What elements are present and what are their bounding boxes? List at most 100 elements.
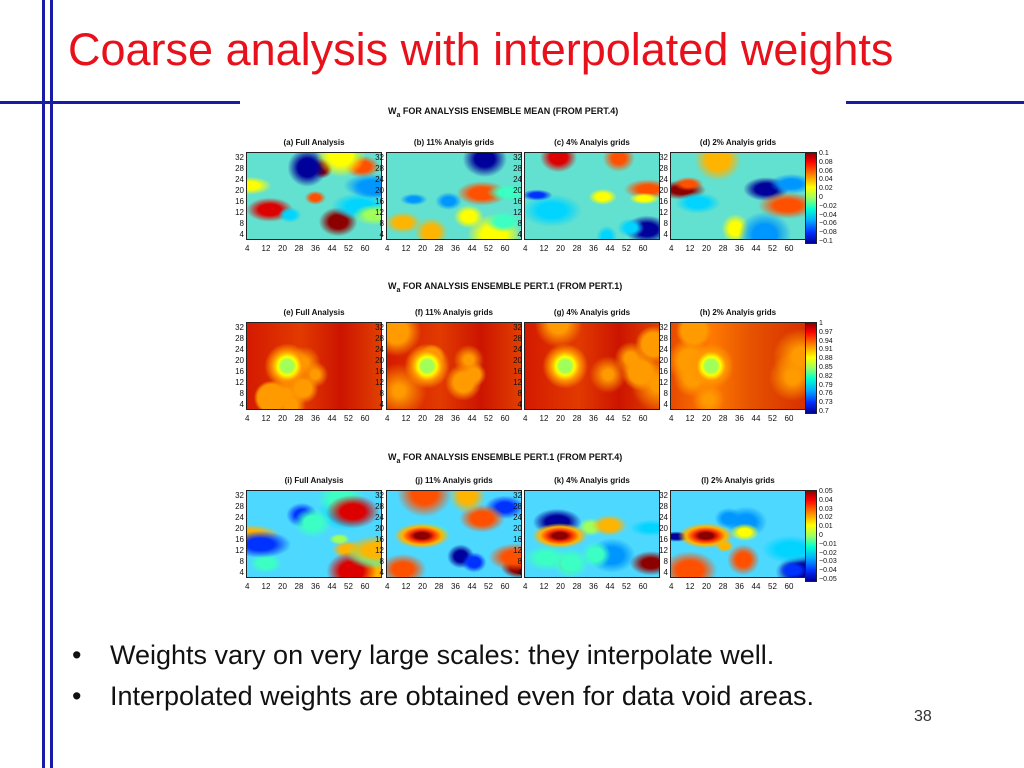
y-tick-label: 32 xyxy=(235,323,244,332)
y-tick-label: 28 xyxy=(375,502,384,511)
y-tick-label: 4 xyxy=(517,568,522,577)
left-vertical-rule-1 xyxy=(42,0,45,768)
contour-map xyxy=(386,152,522,240)
x-tick-label: 20 xyxy=(278,244,287,253)
contour-map xyxy=(246,152,382,240)
colorbar xyxy=(805,490,817,582)
y-tick-label: 16 xyxy=(659,197,668,206)
x-tick-label: 20 xyxy=(556,244,565,253)
x-tick-label: 36 xyxy=(735,414,744,423)
x-tick-label: 28 xyxy=(572,244,582,253)
x-tick-label: 44 xyxy=(605,244,615,253)
map-panel: (j) 11% Analyis grids 32 28 24 20 16 12 8 4 4 12 20… xyxy=(375,476,522,591)
y-tick-label: 16 xyxy=(659,367,668,376)
x-tick-label: 60 xyxy=(638,414,648,423)
colorbar-label: 0.06 xyxy=(819,167,833,175)
x-tick-label: 36 xyxy=(735,244,744,253)
y-tick-label: 24 xyxy=(513,513,522,522)
y-tick-label: 24 xyxy=(235,175,244,184)
x-tick-label: 60 xyxy=(500,414,510,423)
y-tick-label: 4 xyxy=(239,400,244,409)
map-panel: (l) 2% Analyis grids 32 28 24 20 16 12 8 4 4 12 20 2… xyxy=(659,476,806,591)
y-tick-label: 24 xyxy=(659,175,668,184)
x-tick-label: 4 xyxy=(385,414,390,423)
x-tick-label: 52 xyxy=(768,582,777,591)
y-tick-label: 16 xyxy=(235,367,244,376)
x-tick-label: 52 xyxy=(622,244,631,253)
x-tick-label: 4 xyxy=(669,582,674,591)
x-tick-label: 20 xyxy=(418,582,427,591)
contour-map xyxy=(524,322,660,410)
colorbar xyxy=(805,152,817,244)
x-tick-label: 60 xyxy=(360,582,370,591)
y-tick-label: 32 xyxy=(659,153,668,162)
y-tick-label: 12 xyxy=(375,378,384,387)
x-tick-label: 20 xyxy=(278,582,287,591)
x-tick-label: 28 xyxy=(434,244,444,253)
x-tick-label: 60 xyxy=(638,244,648,253)
x-tick-label: 4 xyxy=(669,414,674,423)
x-tick-label: 52 xyxy=(484,582,493,591)
x-tick-label: 28 xyxy=(434,414,444,423)
panel-title: (h) 2% Analyis grids xyxy=(699,308,777,317)
y-tick-label: 8 xyxy=(239,557,244,566)
weights-figure: Wa FOR ANALYSIS ENSEMBLE MEAN (FROM PERT… xyxy=(235,100,850,600)
y-tick-label: 12 xyxy=(375,546,384,555)
y-tick-label: 12 xyxy=(513,546,522,555)
row-title-text: FOR ANALYSIS ENSEMBLE PERT.1 (FROM PERT.… xyxy=(400,281,623,291)
y-tick-label: 28 xyxy=(659,164,668,173)
x-tick-label: 12 xyxy=(261,244,271,253)
x-tick-label: 4 xyxy=(385,244,390,253)
y-tick-label: 4 xyxy=(379,400,384,409)
y-tick-label: 8 xyxy=(239,389,244,398)
colorbar-label: 0.85 xyxy=(819,364,833,371)
colorbar-label: −0.02 xyxy=(819,202,837,210)
y-tick-label: 8 xyxy=(663,219,668,228)
x-tick-label: 12 xyxy=(685,414,695,423)
y-tick-label: 12 xyxy=(513,378,522,387)
y-tick-label: 4 xyxy=(517,230,522,239)
y-tick-label: 16 xyxy=(659,535,668,544)
y-tick-label: 4 xyxy=(379,568,384,577)
map-panel: (k) 4% Analyis grids 32 28 24 20 16 12 8 4 4 12 20 2… xyxy=(513,476,660,591)
y-tick-label: 20 xyxy=(659,356,668,365)
colorbar-label: −0.06 xyxy=(819,220,837,228)
row-title-subscript: a xyxy=(396,286,401,294)
x-tick-label: 28 xyxy=(572,414,582,423)
x-tick-label: 12 xyxy=(401,414,411,423)
x-tick-label: 36 xyxy=(589,414,598,423)
y-tick-label: 12 xyxy=(235,546,244,555)
y-tick-label: 32 xyxy=(375,153,384,162)
x-tick-label: 36 xyxy=(311,414,320,423)
x-tick-label: 20 xyxy=(556,414,565,423)
colorbar-label: 0.05 xyxy=(819,488,833,495)
map-panel: (i) Full Analysis 32 28 24 20 16 12 8 4 4 12 20 28 36… xyxy=(235,476,382,591)
colorbar-label: −0.04 xyxy=(819,567,837,575)
colorbar-label: 0.73 xyxy=(819,399,833,407)
contour-map xyxy=(386,490,522,578)
y-tick-label: 12 xyxy=(235,378,244,387)
y-tick-label: 20 xyxy=(235,356,244,365)
y-tick-label: 8 xyxy=(517,389,522,398)
colorbar xyxy=(805,322,817,414)
slide-title: Coarse analysis with interpolated weight… xyxy=(68,24,894,75)
x-tick-label: 12 xyxy=(401,582,411,591)
x-tick-label: 52 xyxy=(344,582,353,591)
y-tick-label: 12 xyxy=(235,208,244,217)
y-tick-label: 4 xyxy=(239,230,244,239)
x-tick-label: 44 xyxy=(751,414,761,423)
y-tick-label: 28 xyxy=(235,164,244,173)
row-title-w: W xyxy=(388,106,397,116)
y-tick-label: 24 xyxy=(375,513,384,522)
colorbar-label: 0.04 xyxy=(819,496,833,504)
row-title: Wa FOR ANALYSIS ENSEMBLE PERT.1 (FROM PE… xyxy=(388,452,622,465)
panel-title: (b) 11% Analyis grids xyxy=(413,138,495,147)
colorbar-label: −0.02 xyxy=(819,549,837,557)
y-tick-label: 8 xyxy=(239,219,244,228)
contour-map xyxy=(670,322,806,410)
left-vertical-rule-2 xyxy=(50,0,53,768)
y-tick-label: 24 xyxy=(235,513,244,522)
x-tick-label: 28 xyxy=(718,244,728,253)
x-tick-label: 60 xyxy=(638,582,648,591)
x-tick-label: 4 xyxy=(245,414,250,423)
